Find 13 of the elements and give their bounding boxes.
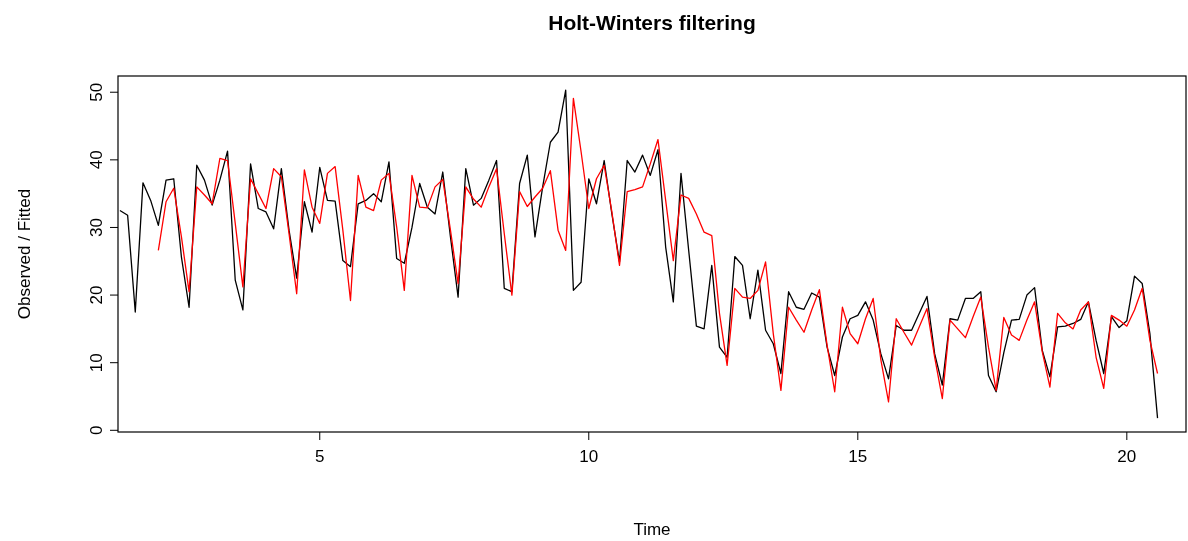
y-tick-label: 20 [87,285,106,305]
x-axis-title: Time [633,520,671,539]
x-tick-label: 5 [315,447,325,466]
y-axis-title: Observed / Fitted [15,188,34,320]
y-tick-label: 30 [87,218,106,237]
y-tick-label: 40 [87,150,106,170]
x-tick-label: 10 [579,447,599,466]
chart-title: Holt-Winters filtering [548,11,756,34]
x-tick-label: 15 [848,447,868,466]
y-tick-label: 0 [87,425,106,436]
y-tick-label: 50 [87,82,106,102]
x-tick-label: 20 [1117,447,1137,466]
y-tick-label: 10 [87,353,106,373]
